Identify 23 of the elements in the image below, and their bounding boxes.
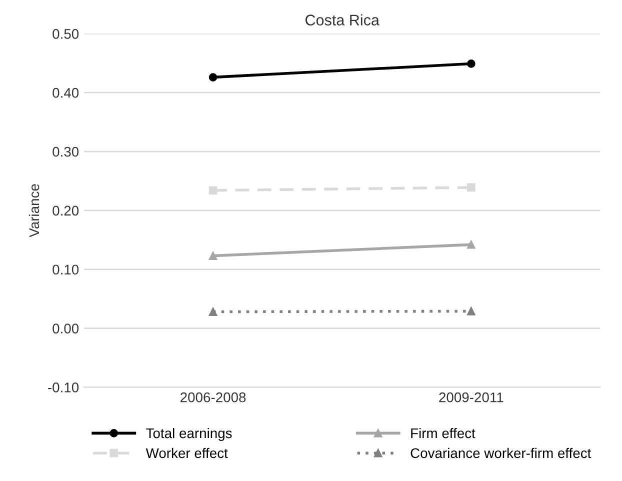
y-tick-label: 0.00 <box>52 324 79 334</box>
y-tick-label: 0.20 <box>52 206 79 216</box>
y-axis-title: Variance <box>28 184 40 238</box>
point <box>467 240 476 249</box>
legend-label: Total earnings <box>146 428 232 441</box>
point <box>467 183 476 192</box>
legend-label: Covariance worker-firm effect <box>410 448 592 458</box>
y-tick-label: 0.30 <box>52 146 79 157</box>
y-tick-label: -0.10 <box>48 382 79 392</box>
point <box>467 307 476 316</box>
x-tick-label: 2009-2011 <box>439 392 504 402</box>
y-tick-label: 0.40 <box>52 88 79 98</box>
point <box>208 186 218 195</box>
point <box>208 308 218 316</box>
chart-title: Costa Rica <box>306 14 380 26</box>
y-tick-label: 0.10 <box>52 264 79 275</box>
y-tick-label: 0.50 <box>52 29 79 39</box>
legend-label: Worker effect <box>146 448 228 458</box>
x-tick-label: 2006-2008 <box>180 392 246 402</box>
point <box>208 252 218 260</box>
legend-label: Firm effect <box>411 428 476 438</box>
point <box>208 73 218 82</box>
point <box>467 60 476 68</box>
